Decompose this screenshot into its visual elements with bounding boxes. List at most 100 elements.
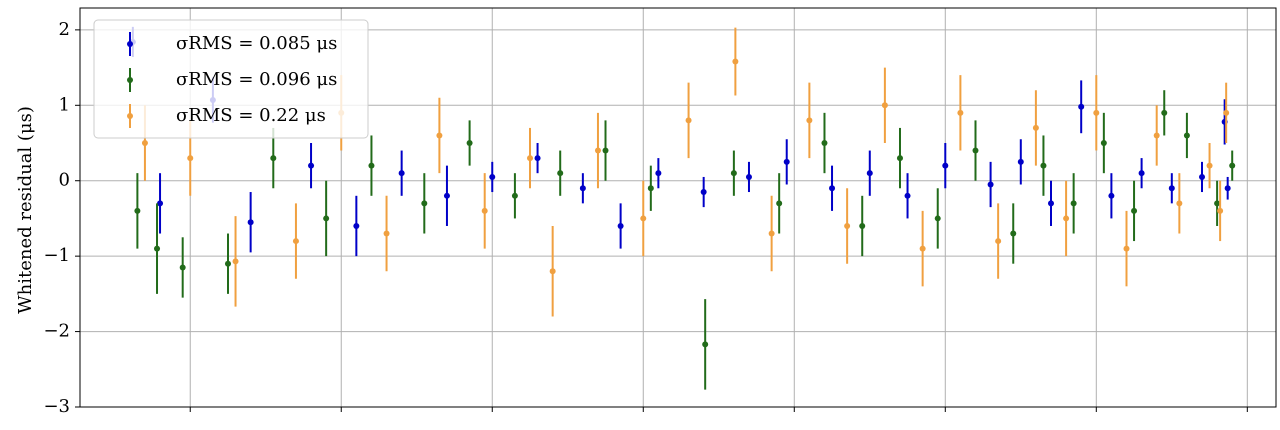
data-point bbox=[745, 173, 752, 180]
data-point bbox=[421, 200, 428, 207]
y-tick-label: 1 bbox=[59, 94, 70, 115]
legend-marker bbox=[127, 41, 133, 47]
data-point bbox=[1123, 245, 1130, 252]
data-point bbox=[1108, 192, 1115, 199]
data-point bbox=[557, 170, 564, 177]
data-point bbox=[1047, 200, 1054, 207]
data-point bbox=[732, 58, 739, 65]
data-point bbox=[919, 245, 926, 252]
data-point bbox=[1153, 132, 1160, 139]
data-point bbox=[527, 155, 534, 162]
data-point bbox=[934, 215, 941, 222]
data-point bbox=[534, 155, 541, 162]
data-point bbox=[232, 258, 239, 265]
data-point bbox=[1040, 162, 1047, 169]
data-point bbox=[806, 117, 813, 124]
data-point bbox=[821, 140, 828, 147]
data-point bbox=[1032, 124, 1039, 131]
data-point bbox=[1010, 230, 1017, 237]
data-point bbox=[942, 162, 949, 169]
data-point bbox=[368, 162, 375, 169]
data-point bbox=[1199, 173, 1206, 180]
data-point bbox=[466, 140, 473, 147]
data-point bbox=[617, 222, 624, 229]
data-point bbox=[1224, 185, 1231, 192]
y-tick-label: 2 bbox=[59, 19, 70, 40]
data-point bbox=[1017, 158, 1024, 165]
data-point bbox=[1183, 132, 1190, 139]
data-point bbox=[896, 155, 903, 162]
data-point bbox=[292, 238, 299, 245]
data-point bbox=[270, 155, 277, 162]
data-point bbox=[224, 260, 231, 267]
data-point bbox=[436, 132, 443, 139]
data-point bbox=[1078, 103, 1085, 110]
data-point bbox=[640, 215, 647, 222]
plot-frame bbox=[79, 7, 1277, 408]
data-point bbox=[768, 230, 775, 237]
data-point bbox=[481, 207, 488, 214]
data-point bbox=[1161, 109, 1168, 116]
data-point bbox=[783, 158, 790, 165]
data-point bbox=[134, 207, 141, 214]
data-point bbox=[323, 215, 330, 222]
data-point bbox=[511, 192, 518, 199]
data-point bbox=[353, 222, 360, 229]
data-point bbox=[602, 147, 609, 154]
data-point bbox=[398, 170, 405, 177]
legend-box bbox=[93, 19, 369, 139]
legend-label: σRMS = 0.085 μs bbox=[176, 33, 337, 54]
y-tick-label: 0 bbox=[59, 170, 70, 191]
data-point bbox=[776, 200, 783, 207]
data-point bbox=[1206, 162, 1213, 169]
data-point bbox=[700, 189, 707, 196]
data-point bbox=[844, 222, 851, 229]
data-point bbox=[443, 192, 450, 199]
data-point bbox=[549, 268, 556, 275]
data-point bbox=[1176, 200, 1183, 207]
data-point bbox=[987, 181, 994, 188]
data-point bbox=[1229, 162, 1236, 169]
legend-marker bbox=[127, 77, 133, 83]
data-point bbox=[157, 200, 164, 207]
data-point bbox=[904, 192, 911, 199]
data-point bbox=[1063, 215, 1070, 222]
data-point bbox=[154, 245, 161, 252]
data-point bbox=[594, 147, 601, 154]
y-axis-label: Whitened residual (μs) bbox=[15, 106, 36, 314]
data-point bbox=[1100, 140, 1107, 147]
series bbox=[141, 27, 1230, 317]
data-point bbox=[1214, 200, 1221, 207]
legend: σRMS = 0.085 μs σRMS = 0.096 μs σRMS = 0.2… bbox=[93, 19, 369, 139]
data-point bbox=[489, 173, 496, 180]
y-tick-label: −3 bbox=[43, 396, 70, 417]
series bbox=[129, 26, 1231, 257]
data-point bbox=[1070, 200, 1077, 207]
data-point bbox=[647, 185, 654, 192]
data-point bbox=[685, 117, 692, 124]
data-point bbox=[1093, 109, 1100, 116]
data-point bbox=[881, 102, 888, 109]
legend-marker bbox=[127, 113, 133, 119]
data-point bbox=[972, 147, 979, 154]
data-point bbox=[1138, 170, 1145, 177]
data-point bbox=[859, 222, 866, 229]
data-point bbox=[1217, 207, 1224, 214]
data-point bbox=[655, 170, 662, 177]
data-point bbox=[179, 264, 186, 271]
data-point bbox=[141, 140, 148, 147]
data-point bbox=[730, 170, 737, 177]
legend-label: σRMS = 0.096 μs bbox=[176, 69, 337, 90]
data-point bbox=[702, 341, 709, 348]
series bbox=[134, 90, 1236, 390]
data-point bbox=[1223, 109, 1230, 116]
data-point bbox=[383, 230, 390, 237]
data-point bbox=[1131, 207, 1138, 214]
data-point bbox=[1168, 185, 1175, 192]
legend-label: σRMS = 0.22 μs bbox=[176, 105, 326, 126]
y-tick-label: −1 bbox=[43, 245, 70, 266]
data-point bbox=[829, 185, 836, 192]
data-point bbox=[957, 109, 964, 116]
data-point bbox=[247, 219, 254, 226]
